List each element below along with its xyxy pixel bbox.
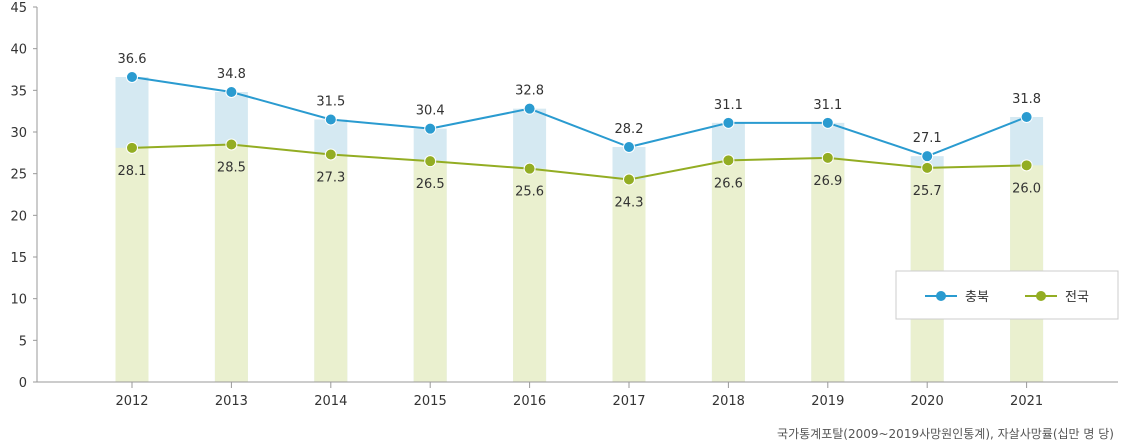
series-0-point-2019 bbox=[821, 116, 834, 129]
bars-layer bbox=[115, 77, 1044, 383]
series-0-point-2013 bbox=[225, 86, 238, 98]
data-label-series-1-2016: 25.6 bbox=[515, 185, 544, 200]
y-tick-label-0: 0 bbox=[19, 376, 27, 391]
legend-swatch-marker-1 bbox=[1036, 291, 1046, 301]
series-1-point-2012 bbox=[126, 141, 138, 154]
x-tick-label-7: 2019 bbox=[811, 394, 844, 409]
series-line-0 bbox=[131, 76, 1027, 158]
bar-2015-series-1 bbox=[413, 161, 447, 382]
x-tick-label-9: 2021 bbox=[1010, 394, 1043, 409]
series-0-point-2021 bbox=[1020, 111, 1033, 123]
data-label-series-1-2021: 26.0 bbox=[1012, 181, 1041, 196]
data-label-series-0-2021: 31.8 bbox=[1012, 92, 1041, 107]
bar-2018-series-1 bbox=[711, 160, 745, 382]
x-tick-label-6: 2018 bbox=[712, 394, 745, 409]
x-ticks: 2012 2013 2014 2015 2016 2017 2018 2019 2020 2021 bbox=[115, 382, 1043, 409]
legend: 충북 전국 bbox=[895, 270, 1119, 320]
bar-2017-series-1 bbox=[612, 179, 646, 382]
y-tick-label-9: 45 bbox=[10, 1, 27, 16]
data-label-series-0-2015: 30.4 bbox=[416, 104, 445, 119]
bar-2019-series-1 bbox=[811, 157, 845, 382]
data-label-series-1-2019: 26.9 bbox=[813, 174, 842, 189]
bar-2016-series-1 bbox=[513, 168, 547, 382]
series-0-point-2017 bbox=[623, 141, 635, 153]
series-1-point-2018 bbox=[722, 154, 735, 167]
series-0-point-2018 bbox=[722, 116, 735, 129]
lines-layer bbox=[126, 71, 1033, 186]
axes-layer bbox=[36, 7, 1118, 383]
data-label-series-1-2018: 26.6 bbox=[714, 176, 743, 191]
y-tick-label-3: 15 bbox=[10, 251, 27, 266]
series-1-point-2019 bbox=[821, 151, 834, 164]
y-tick-label-2: 10 bbox=[10, 293, 27, 308]
x-tick-label-0: 2012 bbox=[115, 394, 148, 409]
data-label-series-0-2014: 31.5 bbox=[316, 95, 345, 110]
source-note: 국가통계포탈(2009~2019사망원인통계), 자살사망률(십만 명 당) bbox=[777, 427, 1114, 441]
series-1-point-2020 bbox=[921, 161, 934, 174]
data-label-series-1-2014: 27.3 bbox=[316, 171, 345, 186]
data-label-series-0-2018: 31.1 bbox=[714, 98, 743, 113]
data-label-series-1-2012: 28.1 bbox=[118, 164, 147, 179]
x-tick-label-1: 2013 bbox=[215, 394, 248, 409]
series-1-point-2016 bbox=[523, 162, 536, 175]
data-label-series-0-2012: 36.6 bbox=[118, 52, 147, 67]
legend-label-1: 전국 bbox=[1065, 290, 1089, 305]
data-label-series-1-2013: 28.5 bbox=[217, 161, 246, 176]
legend-swatch-marker-0 bbox=[936, 291, 946, 301]
series-1-point-2021 bbox=[1020, 159, 1033, 172]
bar-2012-series-1 bbox=[115, 147, 149, 382]
series-1-point-2013 bbox=[225, 138, 238, 151]
y-tick-label-6: 30 bbox=[10, 126, 27, 141]
series-0-point-2015 bbox=[424, 122, 437, 135]
y-tick-label-8: 40 bbox=[10, 43, 27, 58]
x-tick-label-5: 2017 bbox=[612, 394, 645, 409]
x-tick-label-2: 2014 bbox=[314, 394, 347, 409]
data-label-series-1-2020: 25.7 bbox=[913, 184, 942, 199]
series-1-point-2017 bbox=[623, 173, 635, 186]
data-labels: 36.6 34.8 31.5 30.4 32.8 28.2 31.1 31.1 27.1 31.8… bbox=[118, 52, 1042, 211]
series-1-point-2015 bbox=[424, 155, 437, 168]
data-label-series-0-2019: 31.1 bbox=[813, 98, 842, 113]
data-label-series-0-2013: 34.8 bbox=[217, 67, 246, 82]
x-tick-label-8: 2020 bbox=[911, 394, 944, 409]
series-0-point-2016 bbox=[523, 102, 536, 115]
series-line-1 bbox=[131, 143, 1027, 181]
series-0-point-2014 bbox=[324, 113, 337, 126]
data-label-series-0-2017: 28.2 bbox=[615, 122, 644, 137]
series-0-point-2012 bbox=[126, 71, 138, 83]
bar-2014-series-1 bbox=[314, 154, 348, 382]
data-label-series-0-2020: 27.1 bbox=[913, 131, 942, 146]
y-tick-label-4: 20 bbox=[10, 209, 27, 224]
series-0-point-2020 bbox=[921, 150, 934, 163]
y-ticks: 0 5 10 15 20 25 30 35 40 45 bbox=[10, 1, 37, 391]
data-label-series-0-2016: 32.8 bbox=[515, 84, 544, 99]
series-1-point-2014 bbox=[324, 148, 337, 161]
y-tick-label-5: 25 bbox=[10, 168, 27, 183]
x-tick-label-3: 2015 bbox=[414, 394, 447, 409]
data-label-series-1-2015: 26.5 bbox=[416, 177, 445, 192]
legend-label-0: 충북 bbox=[965, 290, 989, 305]
y-tick-label-7: 35 bbox=[10, 84, 27, 99]
x-tick-label-4: 2016 bbox=[513, 394, 546, 409]
y-tick-label-1: 5 bbox=[19, 334, 27, 349]
data-label-series-1-2017: 24.3 bbox=[615, 196, 644, 211]
bar-2013-series-1 bbox=[214, 144, 248, 382]
